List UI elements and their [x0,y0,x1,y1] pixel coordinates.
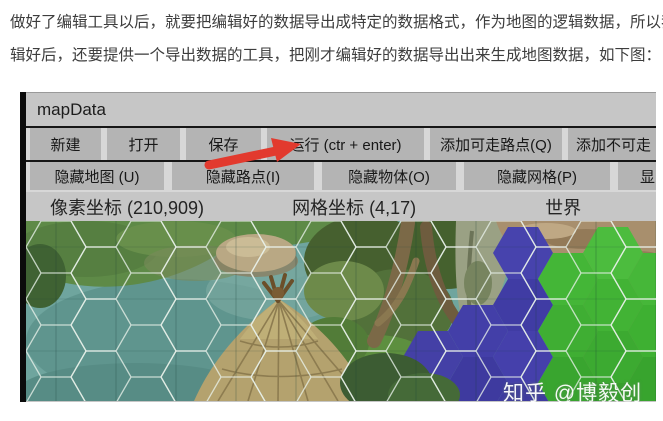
hide-grid-button[interactable]: 隐藏网格(P) [464,162,610,190]
world-coordinate-label: 世界 [545,197,582,218]
add-unwalkable-point-button[interactable]: 添加不可走 [568,128,656,160]
article-paragraph: 做好了编辑工具以后，就要把编辑好的数据导出成特定的数据格式，作为地图的逻辑数据，… [10,6,663,72]
window-title: mapData [37,99,106,119]
toolbar-visibility: 隐藏地图 (U) 隐藏路点(I) 隐藏物体(O) 隐藏网格(P) 显 [26,162,656,192]
article-line-2: 辑好后，还要提供一个导出数据的工具，把刚才编辑好的数据导出出来生成地图数据，如下… [10,47,662,64]
map-canvas[interactable] [26,221,656,401]
toolbar-file-actions: 新建 打开 保存 运行 (ctr + enter) 添加可走路点(Q) 添加不可… [26,128,656,162]
add-walkable-point-button[interactable]: 添加可走路点(Q) [430,128,562,160]
map-editor-window: mapData 新建 打开 保存 运行 (ctr + enter) 添加可走路点… [20,92,656,402]
open-button[interactable]: 打开 [107,128,180,160]
coordinate-statusbar: 像素坐标 (210,909) 网格坐标 (4,17) 世界 [26,192,656,221]
article-line-1: 做好了编辑工具以后，就要把编辑好的数据导出成特定的数据格式，作为地图的逻辑数据，… [10,14,663,31]
grid-coordinate-label: 网格坐标 (4,17) [292,197,417,218]
map-terrain-graphic [26,221,656,401]
show-button[interactable]: 显 [618,162,656,190]
new-button[interactable]: 新建 [30,128,101,160]
hide-objects-button[interactable]: 隐藏物体(O) [322,162,456,190]
pixel-coordinate-label: 像素坐标 (210,909) [50,197,205,218]
hide-waypoints-button[interactable]: 隐藏路点(I) [172,162,314,190]
save-button[interactable]: 保存 [186,128,261,160]
hide-map-button[interactable]: 隐藏地图 (U) [30,162,164,190]
run-button[interactable]: 运行 (ctr + enter) [267,128,424,160]
window-titlebar: mapData [26,92,656,128]
